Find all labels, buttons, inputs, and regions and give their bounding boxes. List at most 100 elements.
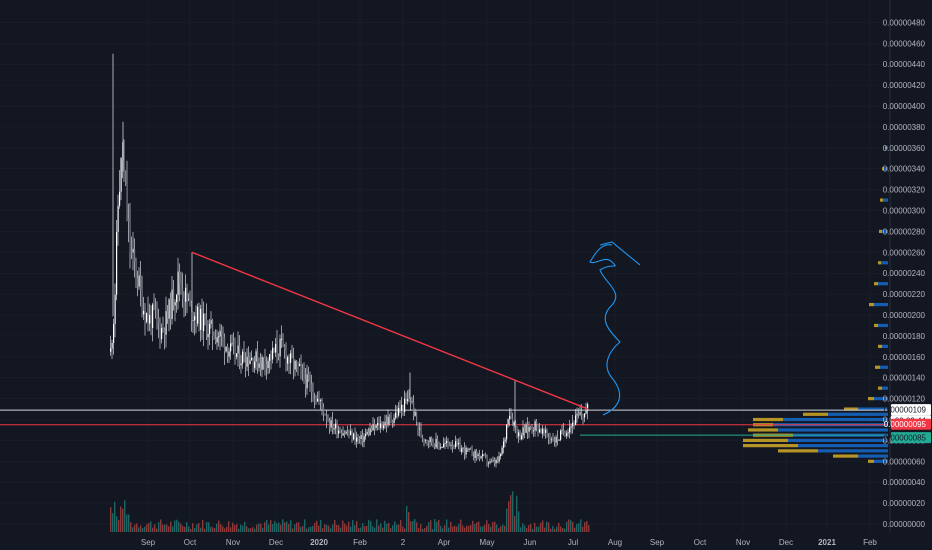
candle-body: [128, 219, 130, 222]
volume-bar: [302, 525, 304, 532]
volume-bar: [518, 511, 520, 532]
horizontal-lines[interactable]: [0, 409, 888, 436]
volume-bar: [272, 524, 274, 532]
volume-bar: [156, 528, 158, 532]
candle-body: [266, 364, 268, 368]
price-tick-label: 0.00000300: [883, 207, 926, 216]
candle-body: [423, 438, 425, 441]
candle-body: [407, 399, 409, 402]
volume-profile-blue-bar: [858, 407, 888, 411]
red-trendline[interactable]: [191, 251, 589, 410]
candle-body: [146, 313, 148, 323]
volume-bar: [146, 524, 148, 532]
candle-body: [221, 330, 223, 335]
volume-bar: [424, 528, 426, 532]
time-tick-label: Aug: [608, 538, 622, 547]
time-tick-label: Sep: [141, 538, 156, 547]
candle-body: [498, 456, 500, 462]
volume-bar: [354, 525, 356, 532]
candle-body: [227, 346, 229, 357]
volume-bar: [198, 523, 200, 532]
projection-squiggle[interactable]: [589, 244, 621, 416]
candle-body: [255, 351, 257, 362]
volume-profile-blue-bar: [818, 449, 888, 453]
candle-body: [326, 415, 328, 421]
candle-body: [524, 427, 526, 433]
price-axis[interactable]: 0.00000000 0.00000020 0.00000040 0.00000060…: [883, 18, 926, 529]
candle-body: [339, 430, 341, 433]
candle-body: [572, 422, 574, 426]
volume-bar: [540, 522, 542, 532]
volume-bar: [428, 522, 430, 532]
volume-bar: [524, 525, 526, 532]
candle-body: [321, 399, 323, 407]
volume-profile-blue-bar: [881, 261, 888, 265]
candle-body: [299, 364, 301, 367]
candle-body: [131, 251, 133, 253]
volume-bar: [430, 520, 432, 532]
volume-bar: [398, 524, 400, 532]
candle-body: [530, 427, 532, 429]
candle-body: [384, 421, 386, 426]
candle-body: [225, 346, 227, 352]
volume-bar: [386, 523, 388, 532]
candle-body: [551, 439, 553, 441]
trendline-group[interactable]: [191, 251, 589, 410]
candle-body: [494, 460, 496, 464]
candle-body: [329, 421, 331, 428]
candle-body: [389, 416, 391, 418]
price-tick-label: 0.00000140: [883, 374, 926, 383]
volume-bar: [470, 524, 472, 532]
candle-body: [539, 429, 541, 433]
time-axis[interactable]: Sep Oct Nov Dec 2020 Feb 2 Apr May Jun Jul Aug Sep Oc…: [141, 538, 878, 547]
candle-body: [188, 299, 190, 301]
candle-body: [165, 311, 167, 335]
volume-bar: [110, 507, 112, 532]
volume-bar: [274, 521, 276, 532]
candle-body: [440, 447, 442, 449]
volume-bar: [366, 525, 368, 532]
candle-body: [396, 412, 398, 416]
candle-body: [521, 435, 523, 440]
candle-body: [432, 442, 434, 445]
candle-body: [135, 261, 137, 279]
candle-body: [341, 432, 343, 436]
volume-bar: [576, 523, 578, 532]
candle-body: [293, 357, 295, 370]
candle-body: [356, 437, 358, 442]
candle-body: [168, 299, 170, 319]
volume-profile-blue-bar: [880, 365, 888, 369]
volume-bar: [406, 505, 408, 532]
volume-bar: [528, 525, 530, 532]
candle-body: [549, 437, 551, 441]
projection-tip[interactable]: [599, 241, 641, 266]
volume-bar: [118, 520, 120, 532]
volume-bar: [542, 520, 544, 532]
volume-bar: [192, 523, 194, 532]
candle-body: [327, 420, 329, 422]
volume-bar: [224, 528, 226, 532]
candle-body: [416, 411, 418, 423]
volume-bar: [458, 523, 460, 532]
volume-bar: [152, 527, 154, 532]
volume-bar: [422, 528, 424, 532]
volume-profile-gold-bar: [880, 198, 883, 202]
candle-body: [351, 431, 353, 440]
volume-profile-blue-bar: [886, 146, 888, 150]
candle-body: [392, 421, 394, 423]
candle-body: [414, 411, 416, 416]
price-tick-label: 0.00000420: [883, 81, 926, 90]
projection-drawing[interactable]: [589, 241, 641, 416]
candle-body: [161, 327, 163, 340]
candle-body: [311, 383, 313, 393]
volume-bar: [204, 528, 206, 532]
candle-body: [189, 299, 191, 302]
candle-body: [554, 441, 556, 443]
volume-bar: [116, 516, 118, 532]
time-tick-label: Oct: [694, 538, 707, 547]
volume-profile-blue-bar: [788, 438, 888, 443]
candle-body: [209, 323, 211, 335]
time-tick-label: Jun: [524, 538, 537, 547]
